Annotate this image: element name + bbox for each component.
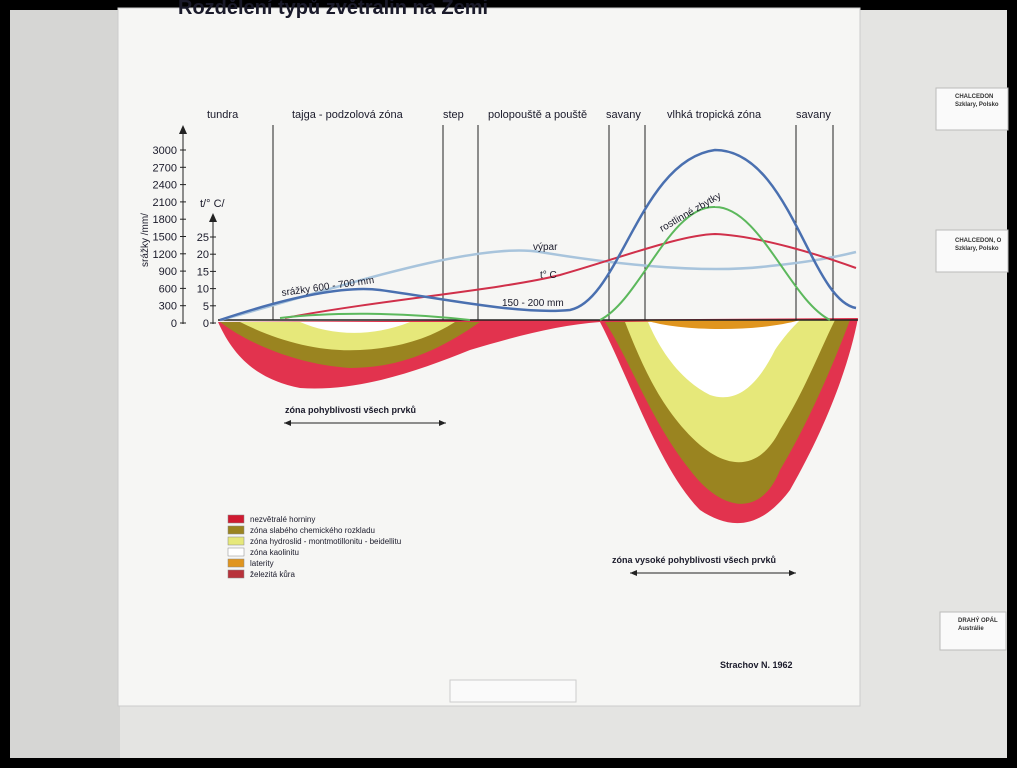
axis-arrow — [209, 213, 217, 222]
precip-tick-label: 0 — [171, 318, 177, 330]
temp-tick-label: 5 — [203, 301, 209, 313]
curve-label: výpar — [533, 242, 558, 253]
ticks: 3000270024002100180015001200900600300025… — [153, 145, 216, 330]
arrowhead — [789, 570, 796, 576]
zone-label: tajga - podzolová zóna — [292, 109, 404, 121]
credit: Strachov N. 1962 — [720, 660, 793, 670]
zone-dividers — [272, 125, 834, 320]
legend-swatch — [227, 536, 245, 546]
precip-tick-label: 300 — [159, 301, 177, 313]
precip-axis-label: srážky /mm/ — [140, 213, 151, 267]
card-subtitle: Austrálie — [958, 626, 984, 632]
panel-holder — [449, 679, 577, 703]
temp-tick-label: 0 — [203, 318, 209, 330]
curve-label: 150 - 200 mm — [502, 298, 564, 309]
legend-label: zóna slabého chemického rozkladu — [250, 526, 375, 535]
legend-label: laterity — [250, 559, 274, 568]
card-bg — [939, 611, 1007, 651]
temp-tick-label: 20 — [197, 249, 209, 261]
legend-label: zóna hydroslid - montmotillonitu - beide… — [250, 537, 401, 546]
curve-label: t° C — [540, 270, 557, 281]
layer-kaolinite — [300, 320, 800, 398]
zone-label: savany — [796, 109, 831, 121]
evaporation-curve — [219, 249, 857, 322]
card-title: CHALCEDON — [955, 94, 993, 100]
title: Rozdělení typů zvětralin na Zemi — [178, 0, 488, 19]
precip-tick-label: 1200 — [153, 249, 177, 261]
legend-swatch — [227, 558, 245, 568]
temperature-curve — [284, 232, 857, 319]
card-title: CHALCEDON, O — [955, 238, 1002, 244]
arrowhead — [630, 570, 637, 576]
temp-tick-label: 10 — [197, 284, 209, 296]
zone-label: step — [443, 109, 464, 121]
legend-swatch — [227, 514, 245, 524]
layer-laterite — [645, 320, 800, 329]
zone-label: vlhká tropická zóna — [667, 109, 762, 121]
legend-label: zóna kaolinitu — [250, 548, 299, 557]
legend: nezvětralé horniny zóna slabého chemickéh… — [227, 514, 401, 579]
precip-tick-label: 3000 — [153, 145, 177, 157]
precipitation-curve — [219, 148, 857, 322]
arrowhead — [439, 420, 446, 426]
precip-tick-label: 900 — [159, 266, 177, 278]
legend-swatch — [227, 547, 245, 557]
zone-label: tundra — [207, 109, 239, 121]
legend-label: nezvětralé horniny — [250, 515, 315, 524]
annotation: zóna pohyblivosti všech prvků — [285, 405, 416, 415]
legend-label: železitá kůra — [250, 570, 295, 579]
precip-tick-label: 2700 — [153, 162, 177, 174]
temp-tick-label: 25 — [197, 232, 209, 244]
precip-tick-label: 2100 — [153, 197, 177, 209]
card-title: DRAHÝ OPÁL — [958, 617, 998, 624]
legend-swatch — [227, 569, 245, 579]
zone-label: savany — [606, 109, 641, 121]
precip-tick-label: 600 — [159, 283, 177, 295]
card-subtitle: Szklary, Polsko — [955, 246, 999, 252]
plant-remains-curve — [279, 205, 831, 321]
arrowhead — [284, 420, 291, 426]
precip-tick-label: 1800 — [153, 214, 177, 226]
card: DRAHÝ OPÁL Austrálie — [939, 611, 1007, 651]
precip-tick-label: 1500 — [153, 232, 177, 244]
card-subtitle: Szklary, Polsko — [955, 102, 999, 108]
temp-tick-label: 15 — [197, 266, 209, 278]
legend-swatch — [227, 525, 245, 535]
precip-tick-label: 2400 — [153, 180, 177, 192]
card-bg — [935, 229, 1009, 273]
annotation: zóna vysoké pohyblivosti všech prvků — [612, 555, 776, 565]
card: CHALCEDON, O Szklary, Polsko — [935, 229, 1009, 273]
temp-axis-label: t/° C/ — [200, 198, 226, 210]
card: CHALCEDON Szklary, Polsko — [935, 87, 1009, 131]
card-bg — [935, 87, 1009, 131]
wall-shadow — [10, 10, 120, 758]
axis-arrow — [179, 125, 187, 134]
zone-label: polopouště a pouště — [488, 109, 587, 121]
